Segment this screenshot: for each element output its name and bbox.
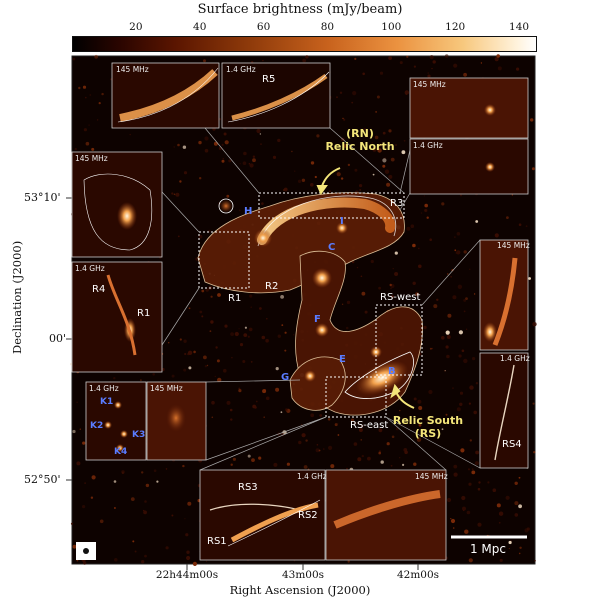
relic-north-label-2: Relic North xyxy=(325,140,394,153)
relic-arrows xyxy=(316,167,415,409)
svg-text:1.4 GHz: 1.4 GHz xyxy=(89,384,119,393)
svg-text:1.4 GHz: 1.4 GHz xyxy=(226,65,256,74)
inset-b-14: 1.4 GHz RS3 RS2 RS1 xyxy=(199,469,327,561)
insets: 145 MHz 1.4 GHz R5 145 MHz 1.4 GHz xyxy=(71,62,530,561)
svg-text:145 MHz: 145 MHz xyxy=(75,154,108,163)
svg-text:145 MHz: 145 MHz xyxy=(116,65,149,74)
x-tick-label-1: 22h44m00s xyxy=(155,569,219,581)
inset-r5-14: 1.4 GHz R5 xyxy=(221,62,331,129)
relic-north-label-1: (RN) xyxy=(346,127,374,140)
r3-label: R3 xyxy=(390,198,403,209)
y-tick-label-2: 00' xyxy=(49,332,67,345)
svg-text:145 MHz: 145 MHz xyxy=(413,80,446,89)
relic-south-label-2: (RS) xyxy=(415,427,441,440)
inset-rs4-145: 145 MHz xyxy=(479,239,530,351)
svg-text:1.4 GHz: 1.4 GHz xyxy=(297,472,327,481)
svg-text:1.4 GHz: 1.4 GHz xyxy=(413,141,443,150)
source-i xyxy=(336,222,348,234)
colorbar-tick-60: 60 xyxy=(256,21,271,33)
svg-text:1.4 GHz: 1.4 GHz xyxy=(500,354,530,363)
svg-text:K3: K3 xyxy=(132,430,145,440)
south-west-diffuse xyxy=(289,356,346,411)
relic-south-contour xyxy=(344,351,414,399)
colorbar xyxy=(72,36,537,52)
svg-text:RS3: RS3 xyxy=(238,482,258,493)
svg-text:1.4 GHz: 1.4 GHz xyxy=(75,264,105,273)
colorbar-tick-140: 140 xyxy=(509,21,530,33)
f-label: F xyxy=(314,314,321,325)
svg-text:K2: K2 xyxy=(90,421,103,431)
inset-b-145: 145 MHz xyxy=(325,469,448,561)
svg-text:RS4: RS4 xyxy=(502,439,522,450)
svg-text:RS1: RS1 xyxy=(207,536,227,547)
x-tick-label-3: 42m00s xyxy=(396,569,440,581)
source-c xyxy=(312,268,332,288)
r2-label: R2 xyxy=(265,281,278,292)
scale-bar-label: 1 Mpc xyxy=(470,542,506,556)
rs-west-label: RS-west xyxy=(380,292,420,303)
svg-text:K1: K1 xyxy=(100,397,113,407)
source-h xyxy=(254,229,272,247)
g-label: G xyxy=(281,372,289,383)
y-tick-label-3: 52°50' xyxy=(24,473,61,486)
e-label: E xyxy=(339,354,346,365)
region-boxes xyxy=(198,192,423,418)
x-axis-title: Right Ascension (J2000) xyxy=(229,583,371,597)
colorbar-tick-40: 40 xyxy=(193,21,207,33)
rs-east-label: RS-east xyxy=(350,420,388,431)
x-tick-label-2: 43m00s xyxy=(281,569,325,581)
relic-north-contour xyxy=(257,195,396,247)
svg-text:RS2: RS2 xyxy=(298,510,318,521)
inset-tr-14: 1.4 GHz xyxy=(409,138,529,195)
inset-r5-145: 145 MHz xyxy=(111,62,220,129)
svg-text:R1: R1 xyxy=(137,308,150,319)
svg-text:R5: R5 xyxy=(262,74,275,85)
i-label: I xyxy=(340,216,344,227)
inset-l-14: 1.4 GHz R4 R1 xyxy=(71,261,163,373)
inset-tr-145: 145 MHz xyxy=(409,77,529,139)
inset-connectors xyxy=(161,127,481,471)
colorbar-tick-20: 20 xyxy=(129,21,143,33)
source-k xyxy=(218,198,234,214)
svg-text:145 MHz: 145 MHz xyxy=(150,384,183,393)
y-axis-title: Declination (J2000) xyxy=(10,240,24,354)
relic-south-label-1: Relic South xyxy=(393,414,463,427)
c-label: C xyxy=(328,242,335,253)
svg-text:145 MHz: 145 MHz xyxy=(415,472,448,481)
inset-l-145: 145 MHz xyxy=(71,151,163,258)
colorbar-tick-120: 120 xyxy=(445,21,466,33)
inset-k-14: 1.4 GHz K1 K2 K3 K4 xyxy=(85,381,147,461)
source-f xyxy=(315,323,329,337)
colorbar-tick-100: 100 xyxy=(381,21,402,33)
svg-text:K4: K4 xyxy=(114,447,127,457)
h-label: H xyxy=(244,206,252,217)
inset-k-145: 145 MHz xyxy=(146,381,207,461)
axis-ticks xyxy=(66,197,419,570)
colorbar-title: Surface brightness (mJy/beam) xyxy=(197,2,403,17)
r1-label: R1 xyxy=(228,293,241,304)
source-g xyxy=(304,370,316,382)
beam-ellipse xyxy=(83,548,89,554)
colorbar-tick-80: 80 xyxy=(320,21,335,33)
svg-text:R4: R4 xyxy=(92,284,105,295)
svg-text:145 MHz: 145 MHz xyxy=(497,241,530,250)
inset-rs4-14: 1.4 GHz RS4 xyxy=(479,352,530,469)
b-label: B xyxy=(388,366,396,377)
relic-north-arc xyxy=(257,197,396,245)
y-tick-label-1: 53°10' xyxy=(24,191,61,204)
